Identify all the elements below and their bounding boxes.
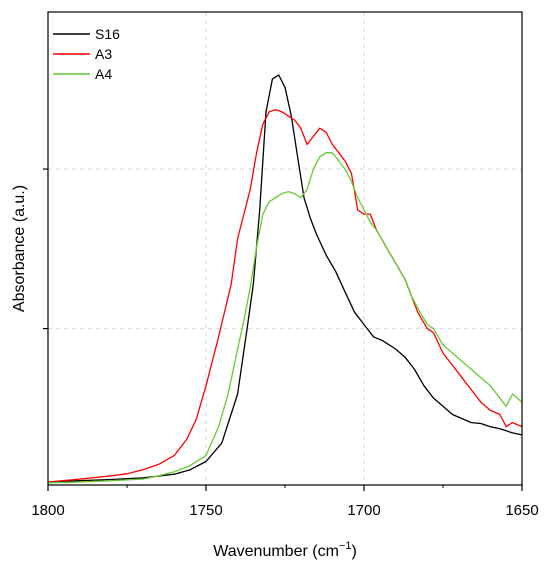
legend-label-a3: A3 <box>95 46 112 62</box>
legend: S16 A3 A4 <box>53 26 120 82</box>
plot-frame <box>47 11 523 486</box>
x-tick-label: 1700 <box>347 502 380 519</box>
series-line-s16 <box>47 74 523 483</box>
x-axis-title: Wavenumber (cm−1) <box>213 540 357 560</box>
legend-label-s16: S16 <box>95 26 120 42</box>
x-tick-label: 1800 <box>31 502 64 519</box>
series-layer <box>47 74 523 484</box>
x-tick-label: 1650 <box>505 502 538 519</box>
grid-lines <box>48 12 522 485</box>
series-line-a3 <box>47 109 523 483</box>
legend-label-a4: A4 <box>95 66 112 82</box>
x-tick-labels: 1800 1750 1700 1650 <box>31 502 538 519</box>
y-axis-title: Absorbance (a.u.) <box>11 185 28 312</box>
x-tick-label: 1750 <box>189 502 222 519</box>
series-line-a4 <box>47 152 523 484</box>
axis-ticks <box>43 168 523 491</box>
